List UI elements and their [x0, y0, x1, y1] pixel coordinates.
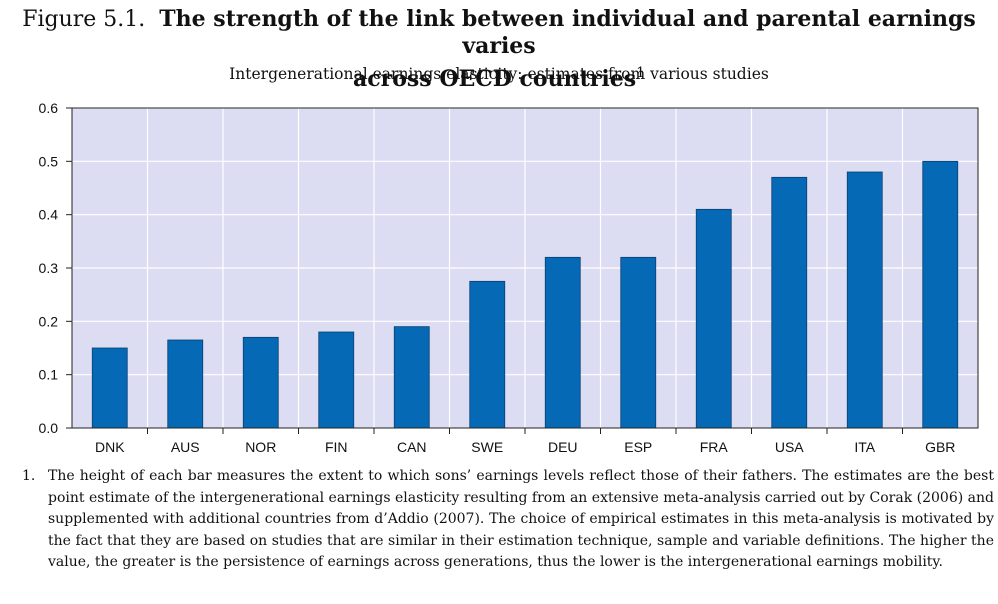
x-tick-label-fra: FRA: [700, 439, 729, 455]
bar-dnk: [91, 347, 128, 429]
bar-fin: [318, 331, 355, 429]
y-tick-label: 0.6: [39, 100, 59, 116]
title-text-line-2: across OECD countries: [353, 66, 637, 92]
figure-label: Figure 5.1.: [22, 7, 146, 32]
axes: [66, 107, 979, 434]
chart-subtitle: Intergenerational earnings elasticity: e…: [229, 65, 769, 83]
y-tick-label: 0.3: [39, 260, 59, 276]
title-footnote-marker: 1: [636, 65, 645, 81]
x-tick-label-deu: DEU: [548, 439, 578, 455]
y-tick-label: 0.4: [39, 207, 59, 223]
x-tick-label-fin: FIN: [325, 439, 348, 455]
title-line-2: across OECD countries1: [0, 60, 998, 93]
bar-aus: [167, 339, 204, 429]
bar-swe: [469, 280, 506, 429]
x-tick-label-ita: ITA: [854, 439, 875, 455]
x-tick-label-dnk: DNK: [95, 439, 125, 455]
footnote-number: 1.: [22, 468, 36, 484]
bar-can: [393, 326, 430, 429]
figure-title: Figure 5.1. The strength of the link bet…: [0, 6, 998, 93]
x-tick-label-can: CAN: [397, 439, 427, 455]
bar-deu: [544, 256, 581, 429]
x-tick-label-esp: ESP: [624, 439, 652, 455]
y-tick-label: 0.0: [39, 420, 59, 436]
x-tick-label-gbr: GBR: [925, 439, 955, 455]
x-tick-label-nor: NOR: [245, 439, 276, 455]
bar-fra: [695, 208, 732, 429]
x-tick-label-swe: SWE: [471, 439, 503, 455]
x-tick-label-usa: USA: [775, 439, 804, 455]
bars: [91, 160, 959, 429]
bar-usa: [771, 176, 808, 429]
footnote: 1. The height of each bar measures the e…: [22, 466, 994, 574]
bar-gbr: [922, 160, 959, 429]
title-line-1: Figure 5.1. The strength of the link bet…: [0, 6, 998, 60]
x-tick-label-aus: AUS: [171, 439, 200, 455]
footnote-text: The height of each bar measures the exte…: [48, 468, 994, 570]
y-tick-label: 0.1: [39, 367, 59, 383]
tick-labels: 0.0 0.1 0.2 0.3 0.4 0.5 0.6 DNK AUS NOR FIN CAN SWE D…: [39, 100, 956, 455]
y-tick-label: 0.5: [39, 153, 59, 169]
bar-esp: [620, 256, 657, 429]
bar-ita: [846, 171, 883, 429]
title-text-line-1: The strength of the link between individ…: [159, 6, 976, 59]
bar-chart: 0.0 0.1 0.2 0.3 0.4 0.5 0.6 DNK AUS NOR FIN CAN SWE D…: [39, 100, 979, 455]
plot-frame: [71, 107, 979, 429]
bar-nor: [242, 336, 279, 429]
y-tick-label: 0.2: [39, 313, 59, 329]
